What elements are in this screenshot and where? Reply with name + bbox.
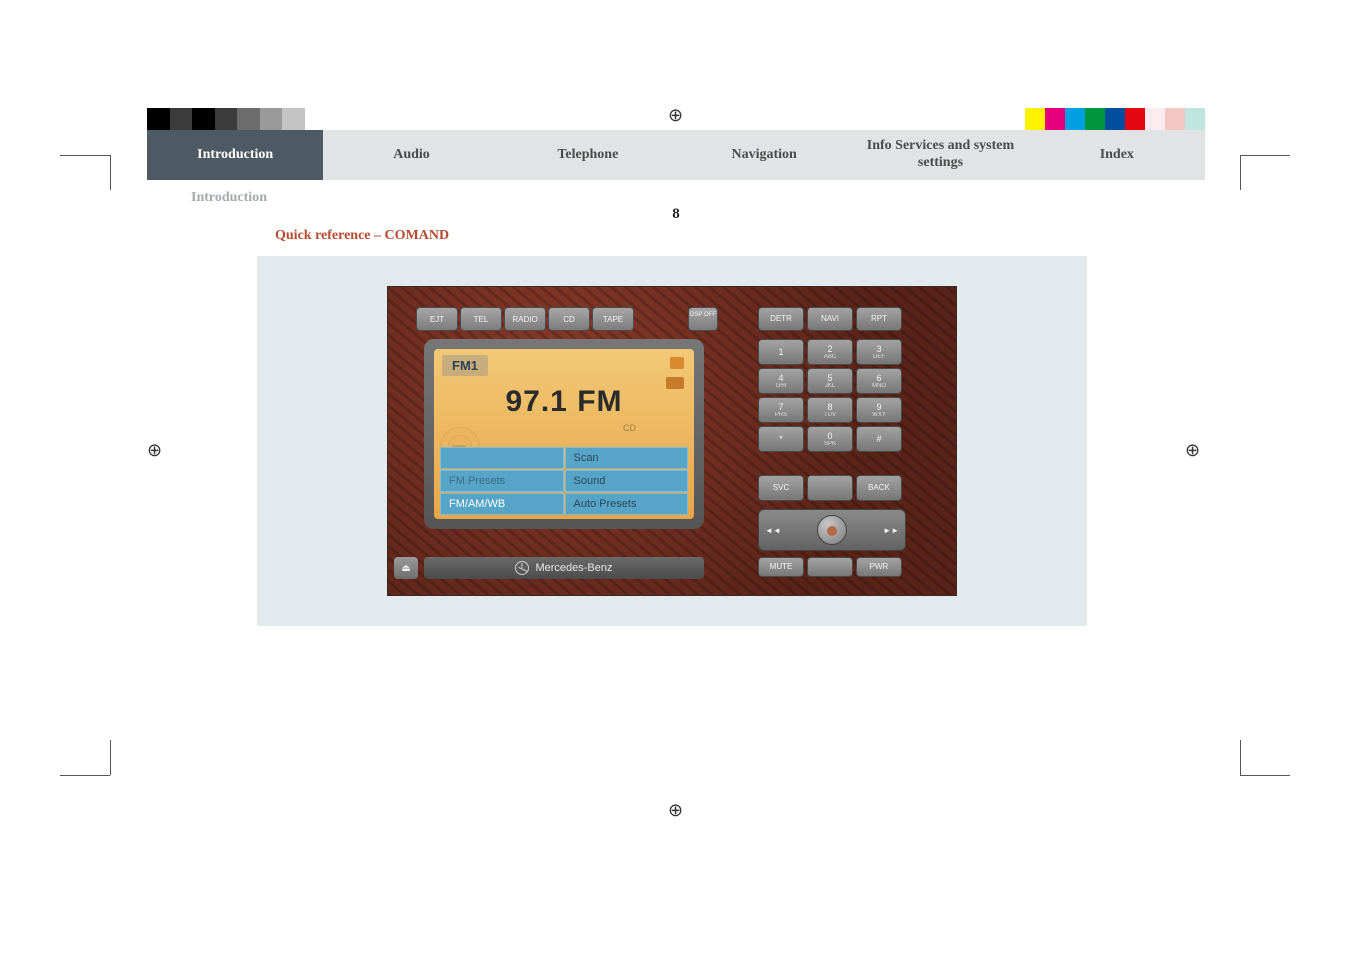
calibration-swatch: [237, 108, 260, 130]
calibration-swatch: [1145, 108, 1165, 130]
tape-icon: [666, 377, 684, 389]
band-tab-label: FM1: [452, 358, 478, 373]
screen-frame: FM1 97.1 FM CD ScanFM PresetsSoundFM/AM/…: [424, 339, 704, 529]
tab-telephone[interactable]: Telephone: [500, 130, 676, 180]
softkey-cell[interactable]: Scan: [565, 447, 689, 469]
mercedes-logo-icon: [515, 561, 529, 575]
tab-index[interactable]: Index: [1029, 130, 1205, 180]
tab-audio[interactable]: Audio: [323, 130, 499, 180]
calibration-swatch: [260, 108, 283, 130]
tab-info-services-and-system-settings[interactable]: Info Services and system settings: [852, 130, 1028, 180]
tab-introduction[interactable]: Introduction: [147, 130, 323, 180]
info-icon: [670, 357, 684, 369]
key-7[interactable]: 7PRS: [758, 397, 804, 423]
radio-button[interactable]: RADIO: [504, 307, 546, 331]
tab-row: IntroductionAudioTelephoneNavigationInfo…: [147, 130, 1205, 180]
softkey-cell[interactable]: FM Presets: [440, 470, 564, 492]
calibration-swatch: [215, 108, 238, 130]
rpt-button[interactable]: RPT: [856, 307, 902, 331]
crop-mark-br: [1220, 755, 1290, 805]
back-button[interactable]: BACK: [856, 475, 902, 501]
key-4[interactable]: 4GHI: [758, 368, 804, 394]
key-*[interactable]: *: [758, 426, 804, 452]
calibration-swatch: [1105, 108, 1125, 130]
frequency-display: 97.1 FM: [505, 385, 622, 419]
navi-button[interactable]: NAVI: [807, 307, 853, 331]
numeric-keypad: 12ABC3DEF 4GHI5JKL6MNO 7PRS8TUV9WXY *0SPK#: [758, 339, 902, 452]
softkey-cell[interactable]: FM/AM/WB: [440, 493, 564, 515]
dsp-off-button[interactable]: DSP OFF: [688, 307, 718, 331]
calibration-swatch: [282, 108, 305, 130]
ejt-button[interactable]: EJT: [416, 307, 458, 331]
blank-button: [807, 475, 853, 501]
brand-label: Mercedes-Benz: [535, 562, 612, 574]
seek-back-icon[interactable]: ◄◄: [765, 526, 781, 535]
softkey-cell[interactable]: Sound: [565, 470, 689, 492]
tape-button[interactable]: TAPE: [592, 307, 634, 331]
section-label: Introduction: [191, 190, 1205, 206]
mute-button[interactable]: MUTE: [758, 557, 804, 577]
subtitle: Quick reference – COMAND: [275, 228, 1205, 244]
crop-mark-tl: [60, 125, 130, 175]
dsp-off-label: DSP OFF: [690, 312, 716, 318]
softkey-cell: [440, 447, 564, 469]
brand-bar: Mercedes-Benz: [424, 557, 704, 579]
key-2[interactable]: 2ABC: [807, 339, 853, 365]
key-9[interactable]: 9WXY: [856, 397, 902, 423]
band-tab[interactable]: FM1: [442, 355, 488, 376]
calibration-swatch: [192, 108, 215, 130]
softkey-cell[interactable]: Auto Presets: [565, 493, 689, 515]
screen: FM1 97.1 FM CD ScanFM PresetsSoundFM/AM/…: [434, 349, 694, 519]
key-#[interactable]: #: [856, 426, 902, 452]
softkey-menu: ScanFM PresetsSoundFM/AM/WBAuto Presets: [440, 447, 688, 515]
calibration-swatch: [1065, 108, 1085, 130]
blank-button: [807, 557, 853, 577]
cd-indicator: CD: [623, 423, 636, 433]
calibration-swatch: [1085, 108, 1105, 130]
pwr-button[interactable]: PWR: [856, 557, 902, 577]
key-1[interactable]: 1: [758, 339, 804, 365]
tel-button[interactable]: TEL: [460, 307, 502, 331]
calibration-swatch: [1125, 108, 1145, 130]
calibration-bars: [147, 108, 1205, 130]
rotary-knob-row[interactable]: ◄◄ ►►: [758, 509, 906, 551]
calibration-swatch: [1045, 108, 1065, 130]
seek-fwd-icon[interactable]: ►►: [883, 526, 899, 535]
calibration-swatch: [305, 108, 328, 130]
detr-button[interactable]: DETR: [758, 307, 804, 331]
cd-button[interactable]: CD: [548, 307, 590, 331]
svc-button[interactable]: SVC: [758, 475, 804, 501]
calibration-swatch: [1025, 108, 1045, 130]
rotary-knob[interactable]: [817, 515, 847, 545]
crop-mark-tr: [1220, 125, 1290, 175]
page-number: 8: [672, 206, 680, 223]
comand-unit: EJTTELRADIOCDTAPE DSP OFF FM1 97.1 FM CD: [387, 286, 957, 596]
page: IntroductionAudioTelephoneNavigationInfo…: [147, 108, 1205, 626]
key-5[interactable]: 5JKL: [807, 368, 853, 394]
calibration-swatch: [1185, 108, 1205, 130]
crop-mark-bl: [60, 755, 130, 805]
figure-area: EJTTELRADIOCDTAPE DSP OFF FM1 97.1 FM CD: [257, 256, 1087, 626]
calibration-swatch: [170, 108, 193, 130]
eject-icon: ⏏: [401, 563, 410, 574]
calibration-swatch: [147, 108, 170, 130]
key-0[interactable]: 0SPK: [807, 426, 853, 452]
key-3[interactable]: 3DEF: [856, 339, 902, 365]
registration-mark-bottom: ⊕: [668, 800, 683, 821]
calibration-swatch: [1165, 108, 1185, 130]
eject-button[interactable]: ⏏: [394, 557, 418, 579]
key-6[interactable]: 6MNO: [856, 368, 902, 394]
key-8[interactable]: 8TUV: [807, 397, 853, 423]
tab-navigation[interactable]: Navigation: [676, 130, 852, 180]
